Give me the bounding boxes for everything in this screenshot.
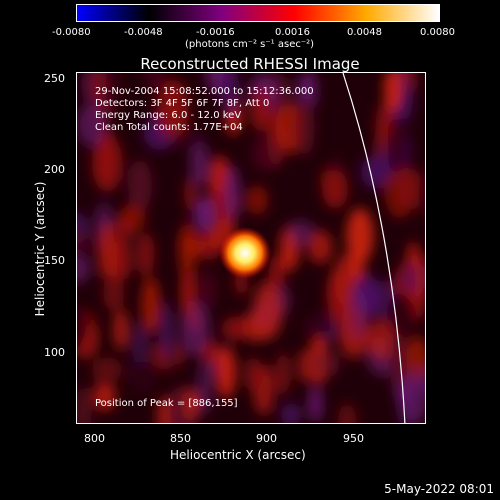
image-blob	[250, 87, 270, 132]
image-blob	[251, 135, 281, 172]
image-blob	[296, 98, 315, 157]
plot-title: Reconstructed RHESSI Image	[140, 55, 360, 73]
image-blob	[302, 313, 331, 340]
image-blob	[346, 207, 374, 264]
x-axis-title: Heliocentric X (arcsec)	[170, 448, 306, 462]
info-counts: Clean Total counts: 1.77E+04	[95, 122, 243, 133]
image-blob	[349, 288, 368, 340]
y-tick-100: 100	[44, 346, 65, 359]
image-blob	[77, 253, 91, 284]
image-blob	[253, 281, 283, 341]
image-blob	[221, 73, 240, 117]
colorbar-tick-5: 0.0048	[347, 27, 382, 38]
colorbar-tick-2: -0.0048	[124, 27, 163, 38]
image-blob	[136, 232, 155, 277]
image-blob	[327, 267, 352, 323]
image-blob	[131, 322, 149, 368]
image-blob	[91, 357, 123, 383]
image-blob	[275, 352, 291, 395]
image-blob	[197, 196, 214, 231]
image-blob	[144, 73, 166, 92]
image-panel: 29-Nov-2004 15:08:52.000 to 15:12:36.000…	[76, 72, 426, 424]
image-blob	[419, 170, 425, 220]
image-blob	[224, 166, 241, 220]
colorbar-tick-6: 0.0080	[420, 27, 455, 38]
image-blob	[288, 219, 314, 247]
image-blob	[414, 254, 425, 298]
image-blob	[385, 115, 407, 174]
peak-position: Position of Peak = [886,155]	[95, 398, 238, 409]
image-blob	[178, 223, 197, 279]
image-blob	[308, 386, 323, 423]
y-tick-250: 250	[44, 72, 65, 85]
image-blob	[244, 356, 263, 392]
x-tick-900: 900	[256, 432, 277, 445]
image-blob	[197, 358, 212, 415]
y-axis-title: Heliocentric Y (arcsec)	[33, 181, 47, 317]
image-blob	[184, 387, 201, 421]
peak-source	[219, 227, 271, 279]
image-blob	[399, 169, 424, 210]
image-blobs	[77, 73, 425, 423]
image-blob	[159, 302, 173, 361]
image-blob	[160, 101, 188, 138]
image-blob	[77, 229, 90, 255]
image-blob	[113, 309, 129, 351]
image-blob	[126, 361, 158, 394]
image-blob	[281, 403, 301, 423]
image-blob	[268, 255, 285, 292]
image-blob	[77, 303, 89, 352]
info-detectors: Detectors: 3F 4F 5F 6F 7F 8F, Att 0	[95, 98, 270, 109]
image-blob	[197, 228, 222, 260]
image-blob	[77, 103, 107, 146]
colorbar-tick-3: -0.0016	[196, 27, 235, 38]
timestamp: 5-May-2022 08:01	[384, 482, 494, 496]
info-time-range: 29-Nov-2004 15:08:52.000 to 15:12:36.000	[95, 86, 314, 97]
image-blob	[128, 159, 152, 212]
image-blob	[103, 276, 125, 311]
image-blob	[246, 185, 269, 215]
image-blob	[77, 385, 92, 423]
image-blob	[181, 266, 195, 317]
image-blob	[399, 369, 425, 423]
x-tick-800: 800	[84, 432, 105, 445]
image-blob	[322, 169, 348, 209]
x-tick-850: 850	[170, 432, 191, 445]
image-blob	[92, 134, 123, 192]
image-blob	[184, 177, 198, 211]
image-blob	[222, 316, 251, 341]
image-blob	[307, 230, 333, 264]
image-blob	[87, 73, 107, 105]
colorbar-tick-4: 0.0016	[275, 27, 310, 38]
y-tick-150: 150	[44, 254, 65, 267]
image-blob	[337, 402, 357, 423]
image-blob	[360, 155, 392, 189]
image-blob	[387, 291, 415, 337]
image-blob	[215, 346, 237, 399]
image-blob	[106, 73, 123, 111]
image-blob	[141, 276, 161, 335]
image-blob	[197, 270, 217, 310]
image-blob	[388, 334, 407, 389]
image-blob	[384, 73, 402, 113]
image-blob	[97, 223, 115, 280]
info-energy-range: Energy Range: 6.0 - 12.0 keV	[95, 110, 242, 121]
image-blob	[366, 319, 397, 360]
colorbar-unit: (photons cm⁻² s⁻¹ asec⁻²)	[185, 39, 315, 50]
rhessi-image	[77, 73, 425, 423]
colorbar	[76, 4, 440, 22]
image-blob	[297, 348, 315, 384]
y-tick-200: 200	[44, 163, 65, 176]
x-tick-950: 950	[343, 432, 364, 445]
colorbar-tick-1: -0.0080	[52, 27, 91, 38]
image-blob	[93, 382, 116, 411]
image-blob	[117, 240, 132, 280]
solar-limb	[342, 73, 406, 423]
image-blob	[311, 350, 332, 376]
image-blob	[190, 140, 209, 187]
